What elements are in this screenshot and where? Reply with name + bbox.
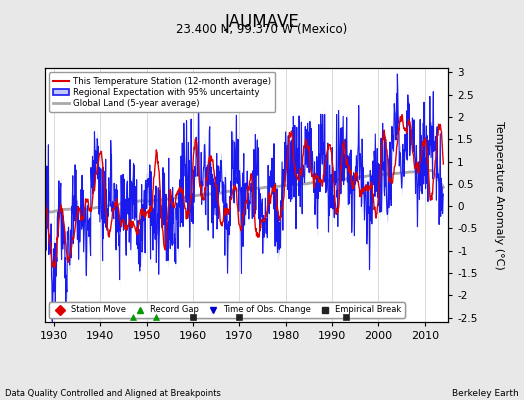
Text: Berkeley Earth: Berkeley Earth <box>452 389 519 398</box>
Legend: Station Move, Record Gap, Time of Obs. Change, Empirical Break: Station Move, Record Gap, Time of Obs. C… <box>49 302 405 318</box>
Text: JAUMAVE: JAUMAVE <box>225 13 299 31</box>
Text: Data Quality Controlled and Aligned at Breakpoints: Data Quality Controlled and Aligned at B… <box>5 389 221 398</box>
Y-axis label: Temperature Anomaly (°C): Temperature Anomaly (°C) <box>494 121 504 269</box>
Text: 23.400 N, 99.370 W (Mexico): 23.400 N, 99.370 W (Mexico) <box>177 23 347 36</box>
